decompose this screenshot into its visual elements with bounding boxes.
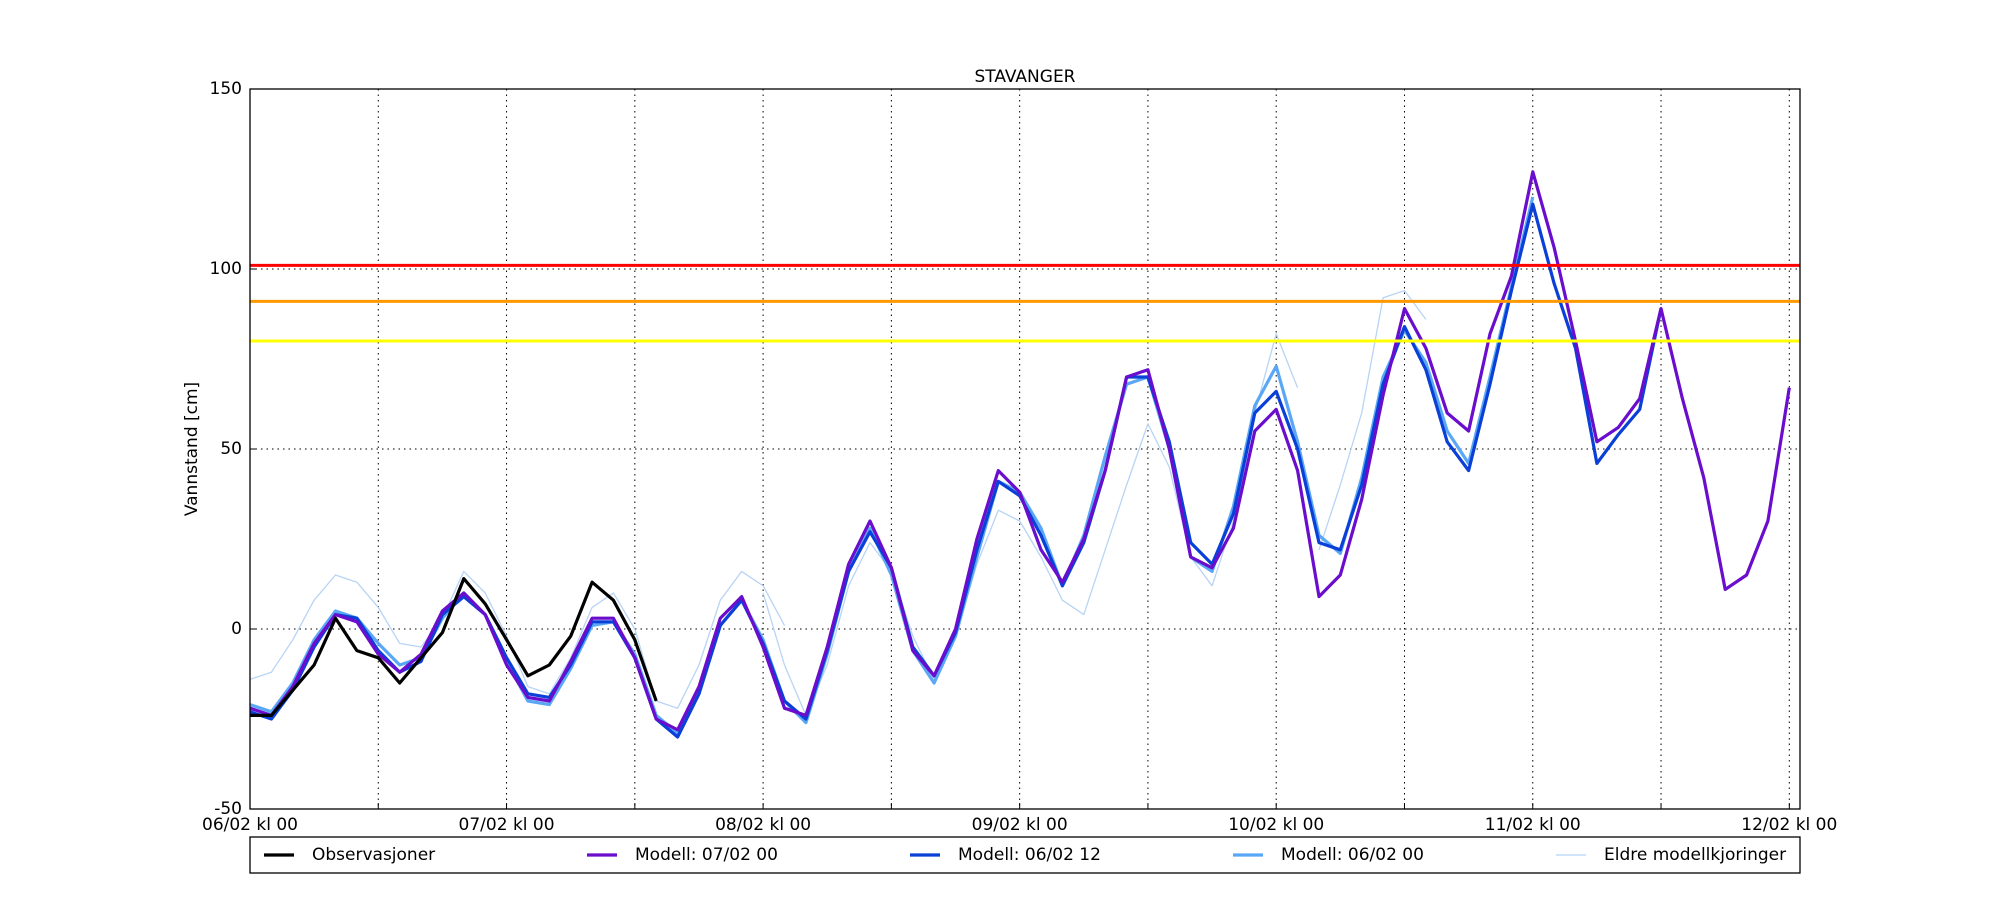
legend-box <box>249 836 1801 874</box>
series-line <box>249 202 1663 739</box>
y-tick-label: 0 <box>231 619 242 639</box>
legend-label: Modell: 07/02 00 <box>635 845 778 865</box>
x-tick-label: 11/02 kl 00 <box>1485 815 1581 835</box>
y-tick-label: -50 <box>214 799 242 819</box>
x-tick-label: 06/02 kl 00 <box>202 815 298 835</box>
legend-label: Modell: 06/02 00 <box>1281 845 1424 865</box>
x-tick-label: 12/02 kl 00 <box>1741 815 1837 835</box>
y-tick-label: 150 <box>210 79 242 99</box>
series-line <box>250 577 658 717</box>
older-run-line <box>249 570 786 709</box>
x-tick-label: 10/02 kl 00 <box>1228 815 1324 835</box>
x-tick-label: 08/02 kl 00 <box>715 815 811 835</box>
series-line <box>249 170 1791 732</box>
chart-title: STAVANGER <box>974 67 1075 87</box>
y-axis-label: Vannstand [cm] <box>182 382 202 516</box>
y-tick-label: 50 <box>220 439 242 459</box>
x-tick-label: 07/02 kl 00 <box>459 815 555 835</box>
older-run-line <box>762 333 1299 717</box>
x-tick-label: 09/02 kl 00 <box>972 815 1068 835</box>
y-tick-label: 100 <box>210 259 242 279</box>
legend-label: Observasjoner <box>312 845 435 865</box>
legend-label: Modell: 06/02 12 <box>958 845 1101 865</box>
plot-frame <box>249 88 1801 810</box>
older-run-line <box>1318 289 1427 551</box>
legend-label: Eldre modellkjoringer <box>1604 845 1786 865</box>
